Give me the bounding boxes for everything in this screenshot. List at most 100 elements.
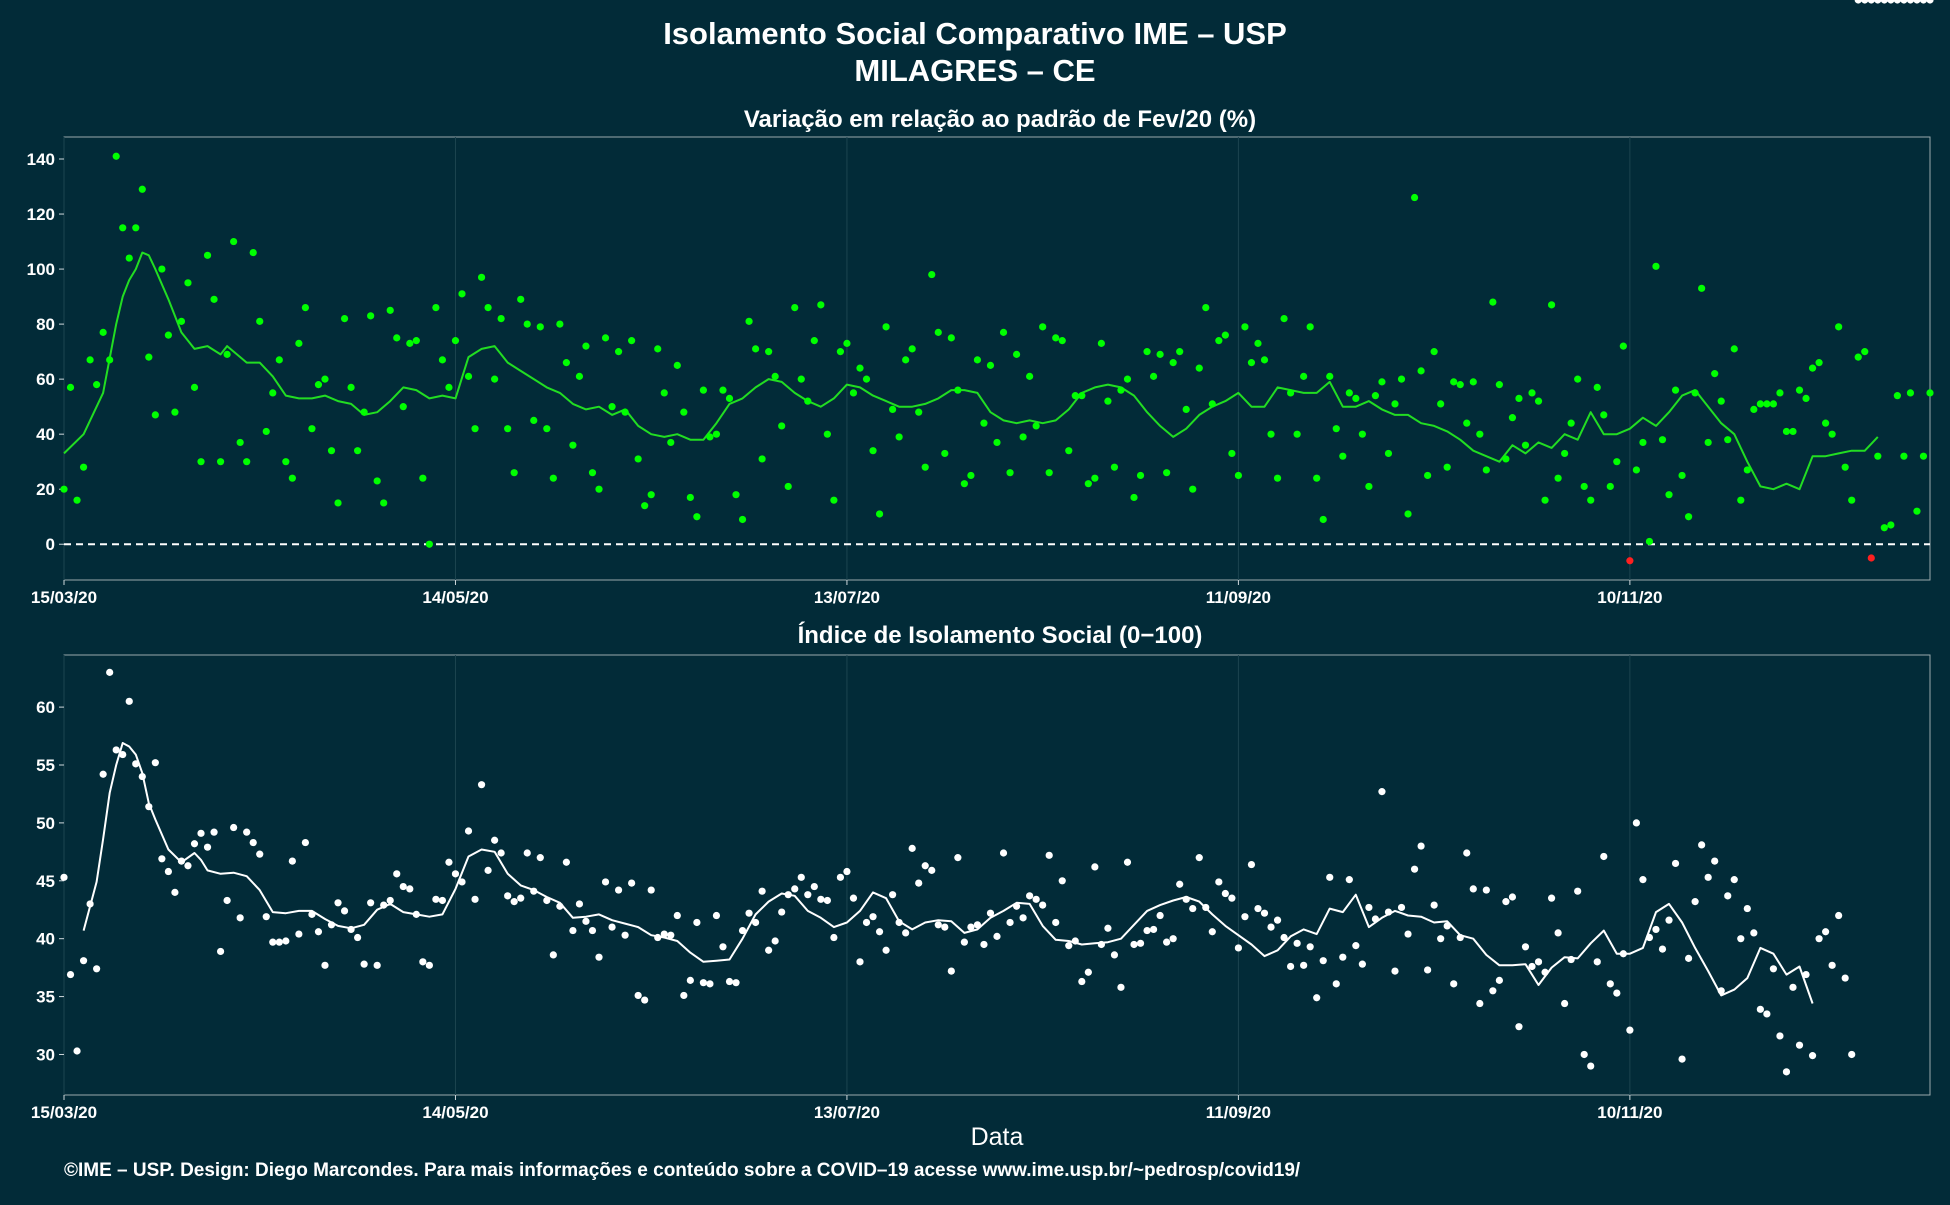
top-data-point xyxy=(451,337,460,345)
bottom-data-point xyxy=(1208,928,1216,936)
top-data-point xyxy=(1789,427,1797,436)
top-data-point xyxy=(1156,350,1164,358)
bottom-data-point xyxy=(334,899,342,907)
bottom-data-point xyxy=(249,838,257,847)
bottom-y-tick-label: 50 xyxy=(36,814,55,833)
top-data-point xyxy=(556,320,564,328)
bottom-data-point xyxy=(132,760,140,768)
top-data-point xyxy=(1450,378,1458,386)
bottom-data-point xyxy=(1247,860,1256,869)
bottom-x-tick-label: 15/03/20 xyxy=(31,1103,97,1122)
top-data-point xyxy=(1848,496,1856,504)
top-data-point xyxy=(1502,455,1510,463)
bottom-data-point xyxy=(1104,924,1112,932)
top-data-point xyxy=(1202,303,1210,312)
bottom-data-point xyxy=(243,828,251,836)
top-data-point xyxy=(947,334,955,342)
bottom-data-point xyxy=(1241,913,1249,921)
top-data-point xyxy=(967,471,975,480)
top-data-point xyxy=(1874,452,1882,460)
bottom-data-point xyxy=(1313,994,1321,1002)
bottom-data-point xyxy=(817,895,825,903)
top-data-point xyxy=(1724,436,1732,444)
top-data-point xyxy=(928,270,936,279)
top-data-point xyxy=(1756,400,1764,408)
bottom-data-point xyxy=(1822,928,1830,936)
top-data-point xyxy=(1645,537,1654,546)
top-data-point xyxy=(902,356,910,364)
top-data-point xyxy=(216,458,225,466)
bottom-data-point xyxy=(125,697,133,705)
bottom-data-point xyxy=(471,895,479,903)
bottom-data-point xyxy=(497,849,505,857)
bottom-data-point xyxy=(1515,1023,1523,1031)
bottom-data-point xyxy=(699,979,707,987)
bottom-data-point xyxy=(1293,939,1301,947)
bottom-data-point xyxy=(1052,918,1060,927)
bottom-data-point xyxy=(804,891,812,899)
bottom-data-point xyxy=(634,991,642,1000)
bottom-data-point xyxy=(1091,863,1099,871)
top-moving-average-line xyxy=(63,251,1879,491)
top-data-point xyxy=(327,447,336,455)
bottom-data-point xyxy=(758,887,766,895)
top-y-tick-label: 40 xyxy=(36,425,55,444)
top-x-tick-label: 13/07/20 xyxy=(814,588,880,607)
top-data-point xyxy=(419,474,427,482)
top-data-point xyxy=(1587,496,1595,504)
top-data-point xyxy=(1358,430,1366,438)
bottom-data-point xyxy=(301,838,310,847)
top-data-point xyxy=(1097,339,1105,347)
bottom-data-point xyxy=(1554,929,1562,937)
bottom-data-point xyxy=(530,887,538,895)
bottom-data-point xyxy=(1071,937,1079,945)
bottom-data-point xyxy=(1234,944,1243,952)
top-data-point xyxy=(1352,394,1360,402)
top-data-point xyxy=(1893,392,1901,400)
bottom-data-point xyxy=(712,911,721,920)
top-plot-area xyxy=(63,136,1931,581)
bottom-y-tick-label: 55 xyxy=(36,756,55,775)
bottom-data-point xyxy=(810,882,818,891)
top-panel: 15/03/20 14/05/20 13/07/20 11/09/20 10/11/20… xyxy=(27,136,1934,607)
top-data-point xyxy=(1260,356,1269,364)
bottom-x-tick-label: 10/11/20 xyxy=(1597,1103,1662,1122)
top-data-point xyxy=(308,425,316,433)
top-data-point xyxy=(1326,372,1334,380)
bottom-data-point xyxy=(915,879,923,887)
bottom-data-point xyxy=(445,858,453,866)
bottom-data-point xyxy=(1156,911,1164,920)
top-data-point xyxy=(112,152,120,160)
top-data-point xyxy=(706,433,714,441)
bottom-data-point xyxy=(1789,983,1797,991)
bottom-data-point xyxy=(1032,895,1040,903)
top-data-point xyxy=(1052,334,1060,342)
bottom-data-point xyxy=(1815,935,1823,943)
bottom-data-point xyxy=(1828,961,1836,969)
top-data-point xyxy=(980,419,988,427)
top-data-point xyxy=(523,320,531,328)
top-data-point xyxy=(784,482,792,491)
top-data-point xyxy=(1378,378,1386,386)
bottom-data-point xyxy=(1730,876,1738,884)
top-data-point xyxy=(1182,405,1190,414)
top-data-point xyxy=(1234,471,1243,480)
top-data-point xyxy=(1639,438,1647,447)
bottom-data-point xyxy=(1482,886,1490,894)
bottom-data-point xyxy=(112,746,120,754)
bottom-data-point xyxy=(406,885,414,893)
top-data-point xyxy=(295,339,303,347)
top-data-point xyxy=(654,345,662,353)
top-data-point xyxy=(614,348,623,356)
top-data-point xyxy=(1822,419,1830,427)
bottom-data-point xyxy=(314,928,323,936)
bottom-data-point xyxy=(158,855,166,863)
bottom-data-point xyxy=(1365,903,1373,912)
top-data-point xyxy=(1743,466,1751,474)
bottom-data-point xyxy=(595,953,603,961)
top-data-point xyxy=(758,455,766,463)
bottom-data-point xyxy=(778,908,786,916)
bottom-data-point xyxy=(980,940,988,949)
bottom-data-point xyxy=(1443,922,1451,930)
top-data-point xyxy=(1815,359,1823,367)
